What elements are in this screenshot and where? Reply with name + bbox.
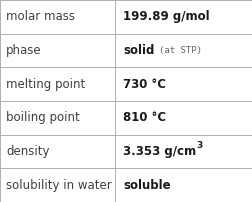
Text: boiling point: boiling point [6, 111, 80, 124]
Text: 3.353 g/cm: 3.353 g/cm [123, 145, 197, 158]
Text: melting point: melting point [6, 78, 85, 91]
Text: 199.89 g/mol: 199.89 g/mol [123, 10, 210, 23]
Text: density: density [6, 145, 50, 158]
Text: soluble: soluble [123, 179, 171, 192]
Text: solubility in water: solubility in water [6, 179, 112, 192]
Text: phase: phase [6, 44, 42, 57]
Text: molar mass: molar mass [6, 10, 75, 23]
Text: (at STP): (at STP) [160, 46, 202, 55]
Text: solid: solid [123, 44, 155, 57]
Text: 730 °C: 730 °C [123, 78, 167, 91]
Text: 3: 3 [197, 141, 203, 150]
Text: 810 °C: 810 °C [123, 111, 167, 124]
